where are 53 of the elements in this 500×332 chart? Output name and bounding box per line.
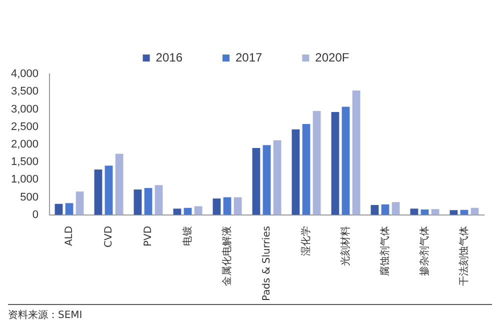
bar [194, 206, 202, 215]
bar [392, 202, 400, 215]
bar [104, 166, 113, 215]
bar [94, 169, 102, 215]
bar [342, 106, 350, 215]
bar [134, 190, 142, 215]
x-tick-label: Pads & Slurries [261, 226, 272, 302]
x-tick-label: 腐蚀剂气体 [378, 226, 391, 276]
bar [65, 203, 74, 215]
bar [302, 124, 310, 215]
x-tick-label: 湿化学 [300, 226, 312, 256]
bar [154, 185, 163, 215]
x-tick-label: ALD [64, 226, 75, 246]
bar [273, 140, 282, 215]
y-tick-label: 3,500 [10, 86, 39, 98]
bar [450, 210, 458, 215]
bar [352, 90, 360, 215]
x-tick-label: 电镀 [181, 226, 194, 246]
bar [262, 145, 271, 215]
bar [431, 209, 440, 215]
y-tick-label: 500 [20, 191, 39, 204]
bar [410, 208, 418, 215]
legend-label: 2020F [315, 50, 350, 64]
legend-label: 2017 [235, 50, 263, 64]
bar [252, 148, 260, 215]
bar [312, 110, 321, 215]
y-tick-label: 1,500 [10, 156, 39, 168]
bar [331, 112, 340, 215]
text: 资料来源：SEMI [8, 310, 82, 321]
bar [381, 204, 390, 215]
x-tick-label: 掺杂剂气体 [418, 226, 430, 276]
x-tick-label: 光刻材料 [339, 226, 352, 266]
bar [292, 129, 300, 215]
y-tick-label: 3,000 [10, 103, 39, 116]
bar [76, 192, 84, 215]
y-tick-label: 1,000 [10, 174, 39, 186]
x-tick-label: 干法刻蚀气体 [458, 226, 470, 286]
bar [212, 198, 221, 215]
y-tick-label: 4,000 [10, 68, 39, 80]
y-tick-label: 2,000 [10, 138, 39, 150]
bar [173, 208, 182, 215]
y-tick-label: 2,500 [10, 120, 39, 133]
bar [234, 197, 242, 215]
bar [115, 154, 124, 215]
x-tick-label: CVD [103, 226, 114, 248]
bar [144, 188, 152, 215]
y-tick-label: 0 [32, 208, 39, 221]
bar [370, 205, 379, 215]
x-tick-label: 金属化电解液 [220, 226, 233, 286]
x-tick-label: PVD [142, 226, 154, 247]
bar [54, 204, 63, 215]
bar [223, 197, 232, 215]
legend-label: 2016 [156, 50, 183, 64]
